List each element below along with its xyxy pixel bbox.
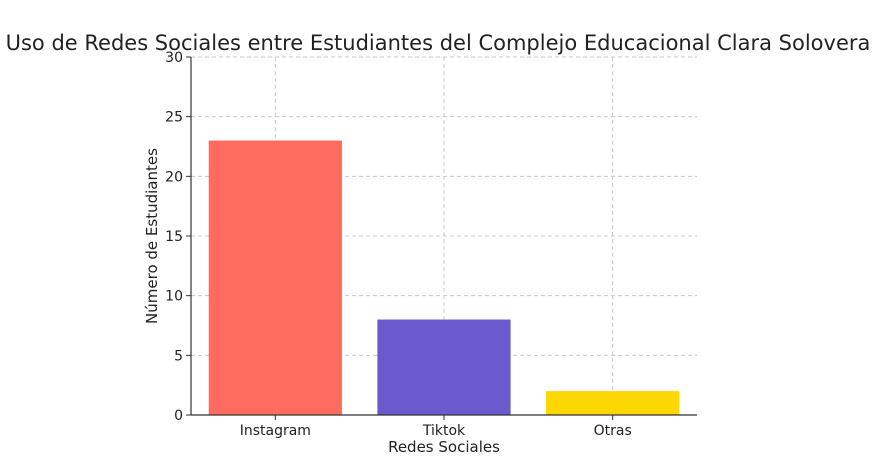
- chart-title: Uso de Redes Sociales entre Estudiantes …: [6, 31, 871, 55]
- y-tick-labels: 0 5 10 15 20 25 30: [165, 50, 183, 424]
- y-tick-label: 20: [165, 169, 183, 185]
- y-tick-label: 10: [165, 289, 183, 305]
- y-tick-label: 0: [174, 408, 183, 424]
- x-tick-labels: Instagram Tiktok Otras: [240, 423, 632, 439]
- x-axis-label: Redes Sociales: [388, 438, 500, 456]
- axes: [186, 56, 697, 420]
- y-tick-label: 15: [165, 229, 183, 245]
- x-tick-label: Tiktok: [422, 423, 466, 439]
- bar-otras: [546, 391, 680, 415]
- bars: [208, 140, 680, 416]
- y-tick-label: 30: [165, 50, 183, 66]
- y-tick-label: 5: [174, 348, 183, 364]
- y-axis-label: Número de Estudiantes: [143, 148, 161, 324]
- x-tick-label: Instagram: [240, 423, 311, 439]
- bar-instagram: [208, 140, 342, 416]
- x-tick-label: Otras: [594, 423, 632, 439]
- bar-tiktok: [377, 319, 511, 415]
- y-tick-label: 25: [165, 110, 183, 126]
